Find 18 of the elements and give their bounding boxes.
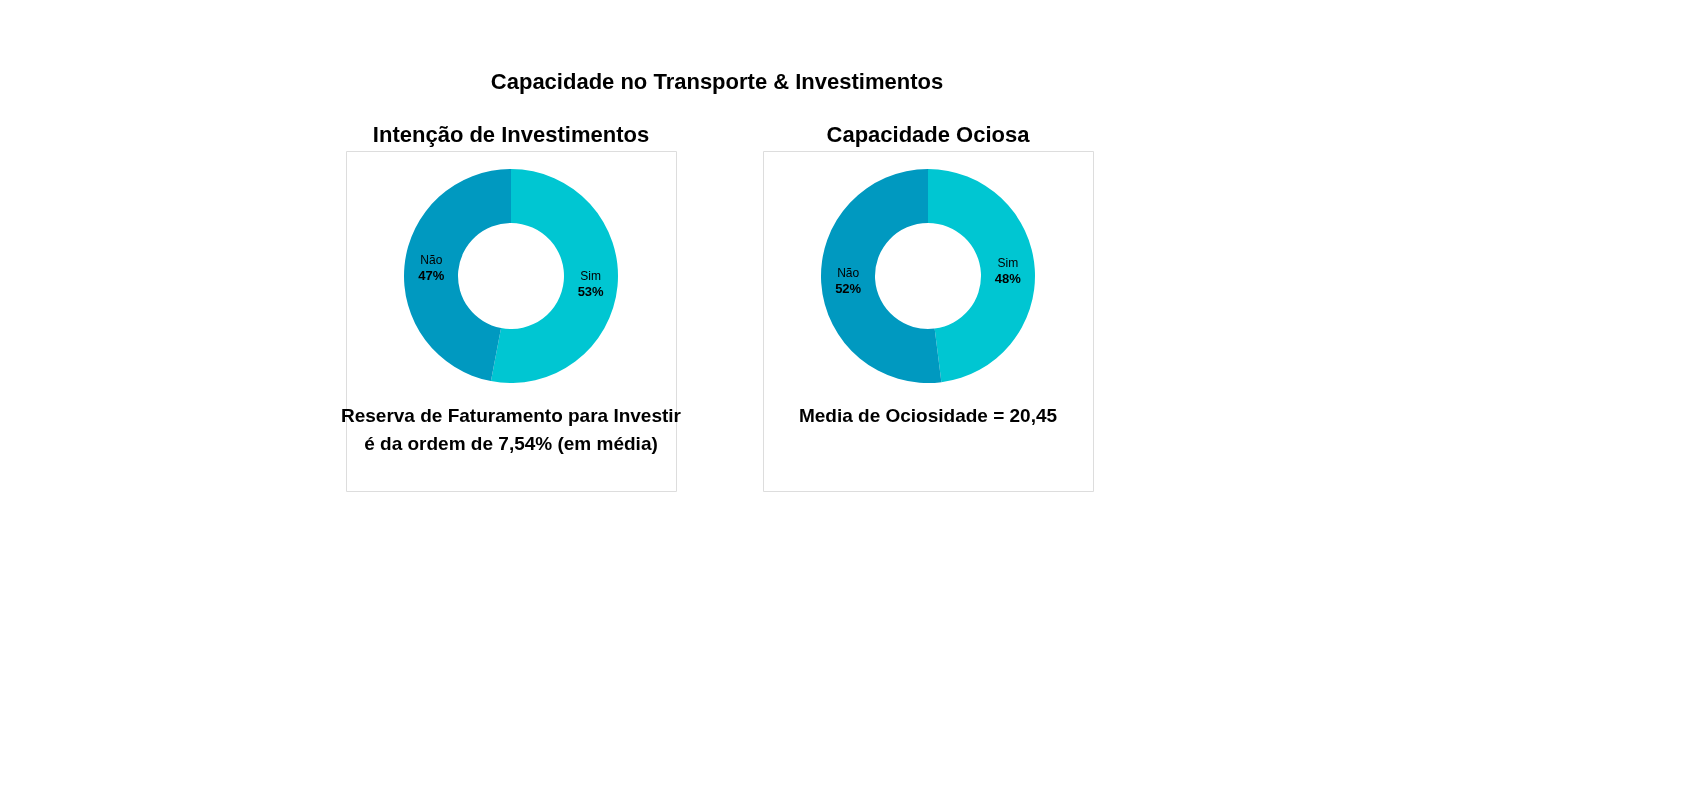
donut-slice bbox=[928, 169, 1035, 383]
text: Reserva de Faturamento para Investir bbox=[340, 405, 682, 426]
slice-label: Sim bbox=[580, 268, 601, 283]
data-label: 48% bbox=[994, 270, 1022, 286]
slice-label: Não bbox=[420, 253, 443, 268]
slice-label: Sim bbox=[997, 255, 1019, 270]
data-label: 53% bbox=[577, 283, 605, 299]
text: é da ordem de 7,54% (em média) bbox=[364, 433, 658, 454]
donut-slice bbox=[821, 169, 942, 383]
data-label: 47% bbox=[418, 268, 445, 284]
donut-slice bbox=[490, 169, 618, 383]
data-label: 52% bbox=[835, 281, 862, 297]
text: Capacidade no Transporte & Investimentos bbox=[490, 68, 944, 94]
text: Media de Ociosidade = 20,45 bbox=[798, 405, 1058, 426]
donut-slice bbox=[404, 169, 511, 382]
chart-title: Capacidade Ociosa bbox=[826, 122, 1031, 147]
slice-label: Não bbox=[837, 266, 860, 281]
chart-title: Intenção de Investimentos bbox=[372, 122, 650, 147]
